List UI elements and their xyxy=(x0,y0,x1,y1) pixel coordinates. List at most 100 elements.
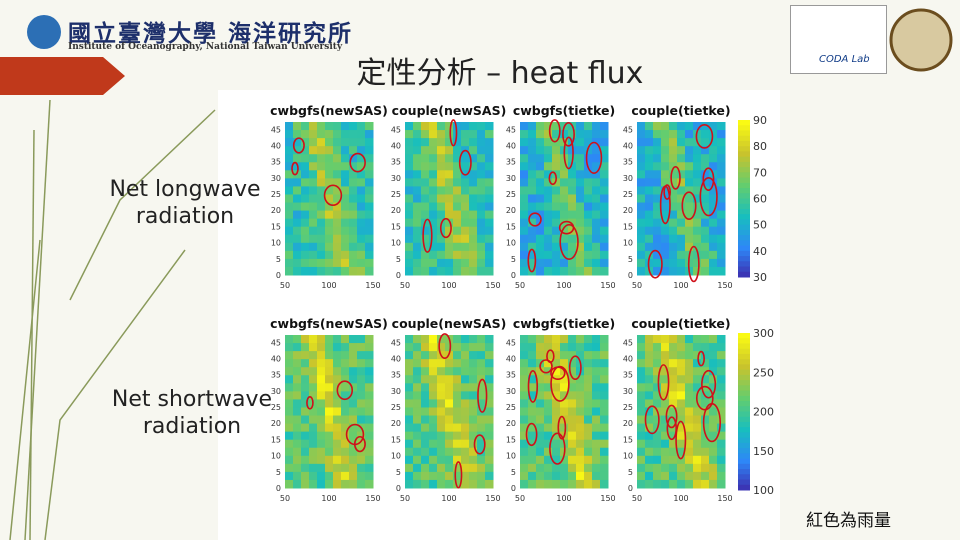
heatmap-cell xyxy=(701,383,710,392)
heatmap-cell xyxy=(349,375,358,384)
heatmap-cell xyxy=(528,375,537,384)
heatmap-cell xyxy=(333,258,342,268)
heatmap-cell xyxy=(437,122,446,131)
heatmap-cell xyxy=(528,391,537,400)
heatmap-cell xyxy=(421,383,430,392)
heatmap-cell xyxy=(485,351,494,360)
heatmap-cell xyxy=(301,335,310,344)
heatmap-cell xyxy=(341,407,350,417)
colorbar-step xyxy=(738,140,750,147)
heatmap-cell xyxy=(357,343,366,352)
heatmap-cell xyxy=(293,383,302,392)
heatmap-cell xyxy=(365,218,374,228)
rain-contour xyxy=(422,218,433,253)
heatmap-cell xyxy=(528,194,537,204)
heatmap-cell xyxy=(285,343,294,352)
heatmap-cell xyxy=(693,266,702,276)
heatmap-cell xyxy=(349,218,358,228)
heatmap-cell xyxy=(576,415,585,425)
panel-title: cwbgfs(tietke) xyxy=(513,103,615,118)
heatmap-cell xyxy=(592,367,601,376)
heatmap-cell xyxy=(661,343,670,352)
heatmap-cell xyxy=(349,423,358,433)
heatmap-cell xyxy=(365,130,374,139)
heatmap-cell xyxy=(645,447,654,457)
heatmap-cell xyxy=(349,343,358,352)
heatmap-cell xyxy=(637,210,646,220)
heatmap-cell xyxy=(584,471,593,481)
heatmap-cell xyxy=(653,178,662,187)
heatmap-cell xyxy=(536,202,545,212)
heatmap-cell xyxy=(677,447,686,457)
heatmap-cell xyxy=(677,146,686,155)
heatmap-cell xyxy=(429,146,438,155)
colorbar-step xyxy=(738,261,750,268)
heatmap-cell xyxy=(413,423,422,433)
heatmap-cell xyxy=(560,186,569,195)
heatmap-cell xyxy=(645,391,654,400)
heatmap-cell xyxy=(669,178,678,187)
heatmap-cell xyxy=(469,154,478,163)
heatmap-cell xyxy=(421,423,430,433)
heatmap-cell xyxy=(568,423,577,433)
heatmap-cell xyxy=(309,447,318,457)
rain-contour xyxy=(449,119,458,147)
heatmap-cell xyxy=(469,130,478,139)
heatmap-cell xyxy=(661,170,670,179)
heatmap-cell xyxy=(437,439,446,449)
heatmap-cell xyxy=(653,431,662,441)
heatmap-cell xyxy=(485,146,494,155)
heatmap-cell xyxy=(437,250,446,260)
heatmap-cell xyxy=(421,391,430,400)
heatmap-cell xyxy=(709,383,718,392)
heatmap-cell xyxy=(309,415,318,425)
heatmap-cell xyxy=(600,479,609,489)
heatmap-cell xyxy=(349,130,358,139)
heatmap-cell xyxy=(365,122,374,131)
colorbar-step xyxy=(738,219,750,226)
heatmap-cell xyxy=(709,154,718,163)
heatmap-cell xyxy=(693,359,702,368)
colorbar-step xyxy=(738,240,750,247)
heatmap-cell xyxy=(600,391,609,400)
heatmap-cell xyxy=(477,258,486,268)
heatmap-cell xyxy=(333,210,342,220)
x-tick-label: 100 xyxy=(321,494,336,503)
heatmap-cell xyxy=(341,375,350,384)
heatmap-cell xyxy=(365,194,374,204)
heatmap-cell xyxy=(477,383,486,392)
y-tick-label: 15 xyxy=(506,435,516,444)
heatmap-cell xyxy=(365,463,374,473)
heatmap-cell xyxy=(560,375,569,384)
heatmap-cell xyxy=(437,186,446,195)
heatmap-cell xyxy=(453,178,462,187)
heatmap-cell xyxy=(576,479,585,489)
heatmap-cell xyxy=(568,359,577,368)
heatmap-cell xyxy=(349,367,358,376)
heatmap-cell xyxy=(413,210,422,220)
heatmap-cell xyxy=(669,431,678,441)
heatmap-cell xyxy=(317,431,326,441)
heatmap-cell xyxy=(445,186,454,195)
heatmap-cell xyxy=(544,479,553,489)
rain-contour xyxy=(670,166,681,190)
heatmap-cell xyxy=(333,351,342,360)
heatmap-cell xyxy=(325,423,334,433)
heatmap-cell xyxy=(309,122,318,131)
heatmap-cell xyxy=(293,463,302,473)
heatmap-cell xyxy=(520,234,529,244)
heatmap-cell xyxy=(477,471,486,481)
heatmap-cell xyxy=(405,431,414,441)
y-tick-label: 25 xyxy=(271,403,281,412)
x-tick-label: 50 xyxy=(400,494,410,503)
heatmap-cell xyxy=(405,471,414,481)
heatmap-cell xyxy=(461,178,470,187)
heatmap-cell xyxy=(477,343,486,352)
heatmap-cell xyxy=(560,455,569,465)
y-tick-label: 35 xyxy=(391,158,401,167)
heatmap-cell xyxy=(437,258,446,268)
heatmap-cell xyxy=(653,391,662,400)
heatmap-cell xyxy=(357,250,366,260)
heatmap-cell xyxy=(453,479,462,489)
heatmap-cell xyxy=(333,431,342,441)
